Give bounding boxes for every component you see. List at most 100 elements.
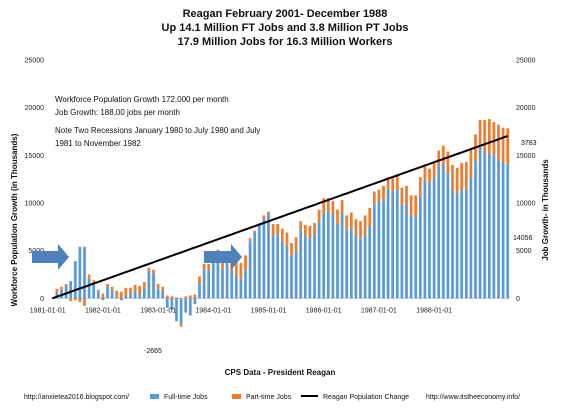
bar-part-time (267, 211, 270, 215)
bar-part-time (336, 209, 339, 224)
legend-label-part-time: Part-time Jobs (246, 394, 292, 401)
bar-full-time (506, 164, 510, 299)
bar-full-time (299, 229, 303, 299)
arrow-left-icon (32, 244, 69, 270)
bar-part-time (455, 167, 459, 194)
bar-part-time (446, 151, 450, 174)
bar-part-time (92, 280, 96, 284)
bar-part-time (313, 223, 316, 235)
bar-full-time (322, 212, 326, 299)
bar-part-time (294, 237, 298, 251)
bar-part-time (138, 285, 142, 294)
bar-full-time (198, 283, 201, 299)
note-recessions-line-1: Note Two Recessions January 1980 to July… (55, 126, 260, 135)
bar-full-time (331, 214, 335, 299)
bar-full-time (87, 278, 91, 299)
bar-part-time (276, 223, 280, 235)
population-line-layer (51, 135, 509, 300)
bar-full-time (501, 162, 505, 299)
bar-part-time (78, 298, 82, 303)
bar-full-time (441, 163, 445, 299)
bar-part-time (487, 119, 491, 154)
x-tick-1988-01-01: 1988-01-01 (416, 307, 452, 314)
bar-full-time (106, 286, 109, 299)
bar-part-time (165, 295, 169, 299)
bar-part-time (303, 224, 307, 236)
x-axis-ticks: 1981-01-01 1982-01-01 1983-01-01 1984-01-01… (30, 307, 452, 314)
bar-part-time (423, 166, 427, 181)
bar-full-time (382, 200, 385, 299)
bar-full-time (294, 250, 298, 299)
bar-part-time (161, 286, 165, 291)
bar-part-time (170, 296, 174, 299)
bar-part-time (308, 225, 312, 239)
bar-full-time (349, 227, 353, 299)
bar-part-time (221, 256, 224, 270)
bar-full-time (147, 270, 151, 299)
bar-part-time (345, 215, 349, 230)
bar-full-time (257, 223, 261, 299)
bar-full-time (216, 260, 220, 299)
bar-full-time (285, 245, 289, 299)
bar-full-time (345, 229, 349, 299)
bar-part-time (340, 200, 344, 214)
bar-full-time (474, 161, 477, 299)
bar-full-time (73, 261, 77, 299)
bar-full-time (83, 246, 86, 299)
bar-part-time (207, 264, 211, 271)
annotation-min-value: -2665 (144, 348, 162, 355)
bar-full-time (271, 235, 275, 299)
annotation-end-jobs: 14056 (513, 235, 533, 242)
bar-full-time (184, 298, 188, 313)
bar-full-time (230, 269, 234, 299)
bar-part-time (234, 262, 238, 277)
bar-part-time (271, 223, 275, 236)
bar-part-time (391, 178, 395, 192)
x-tick-1982-01-01: 1982-01-01 (85, 307, 121, 314)
bar-part-time (469, 149, 473, 179)
bar-full-time (69, 281, 73, 299)
y-tick-left-0: 0 (40, 296, 44, 303)
bar-part-time (359, 221, 362, 240)
bar-full-time (78, 246, 82, 299)
y-tick-right-10000: 10000 (516, 201, 536, 208)
bar-full-time (391, 191, 395, 299)
bar-part-time (69, 298, 73, 302)
bar-full-time (377, 201, 381, 299)
bar-full-time (110, 289, 114, 299)
bar-full-time (188, 298, 192, 316)
bar-part-time (83, 298, 86, 306)
bar-full-time (133, 290, 137, 299)
bar-part-time (248, 238, 252, 242)
bar-part-time (239, 263, 243, 280)
bar-full-time (400, 204, 404, 299)
bar-part-time (299, 221, 303, 230)
bar-full-time (193, 298, 197, 305)
bar-part-time (73, 298, 77, 301)
bar-full-time (363, 234, 367, 299)
y-axis-left-label: Workforce Population Growth (in Thousand… (10, 133, 19, 306)
bar-full-time (428, 182, 431, 299)
y-tick-right-25000: 25000 (516, 58, 536, 65)
bar-part-time (414, 195, 418, 217)
bar-part-time (478, 120, 482, 148)
bar-part-time (322, 198, 326, 213)
bar-full-time (92, 283, 96, 299)
bar-full-time (64, 285, 68, 299)
bar-part-time (110, 286, 114, 290)
bar-full-time (460, 189, 464, 299)
bar-full-time (96, 291, 100, 299)
bar-series (55, 119, 510, 327)
bar-full-time (354, 236, 358, 299)
chart-title-line-3: 17.9 Million Jobs for 16.3 Million Worke… (178, 36, 393, 48)
bar-part-time (55, 288, 59, 293)
arrow-middle-icon (204, 244, 242, 270)
x-tick-1985-01-01: 1985-01-01 (251, 307, 287, 314)
bar-full-time (418, 196, 422, 299)
x-tick-1986-01-01: 1986-01-01 (306, 307, 342, 314)
bar-full-time (152, 273, 155, 299)
bar-part-time (115, 290, 119, 297)
bar-part-time (198, 276, 201, 284)
